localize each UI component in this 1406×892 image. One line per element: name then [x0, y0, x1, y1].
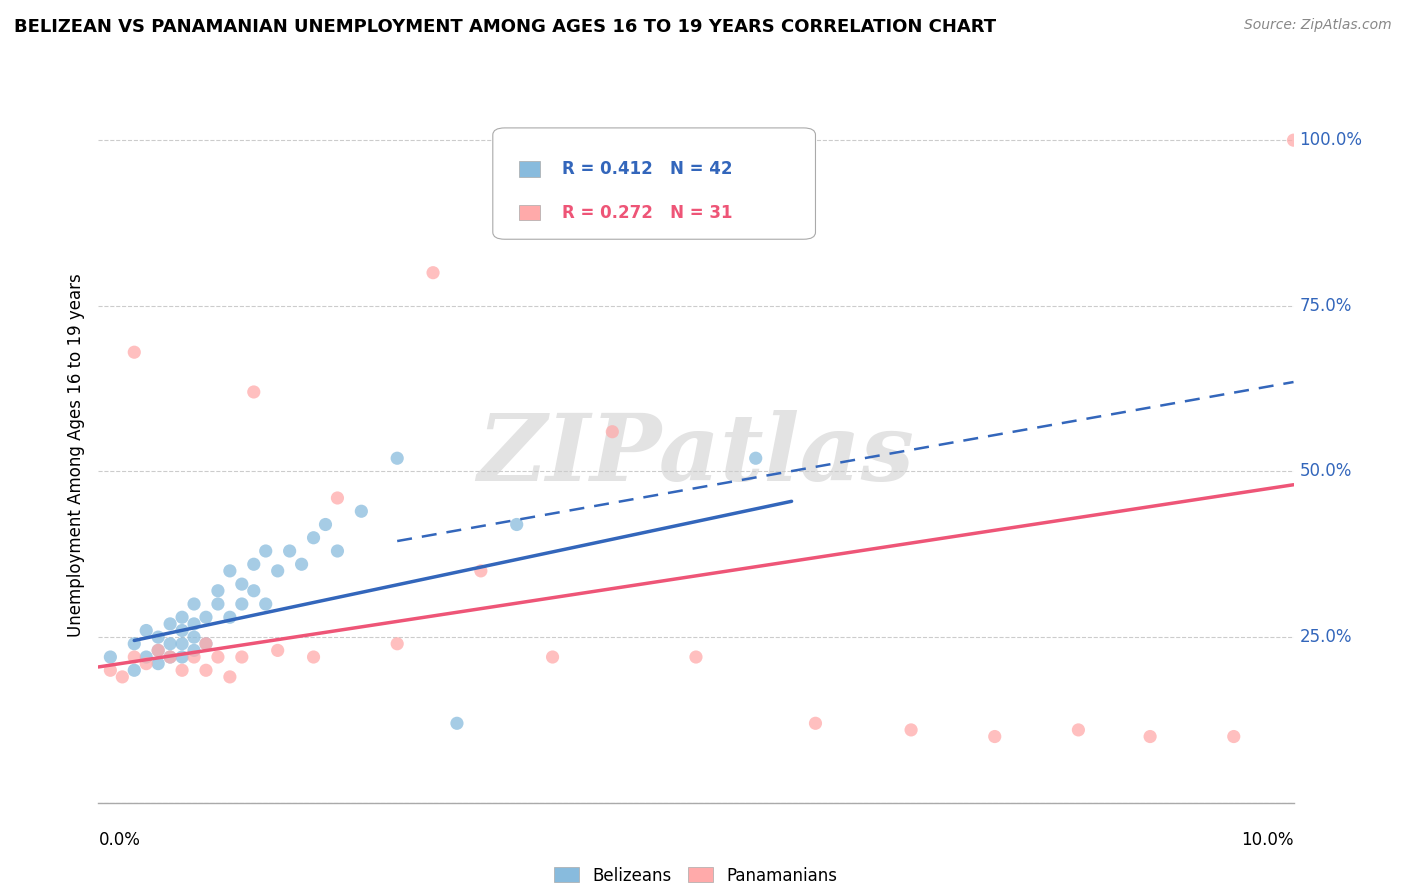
Legend: Belizeans, Panamanians: Belizeans, Panamanians [547, 860, 845, 891]
Point [302, 650, 325, 665]
Point [983, 730, 1005, 744]
FancyBboxPatch shape [494, 128, 815, 239]
Point [148, 630, 170, 644]
Point [1223, 730, 1246, 744]
Point [194, 663, 218, 677]
Point [267, 564, 290, 578]
Point [600, 425, 623, 439]
Point [219, 564, 242, 578]
Text: 100.0%: 100.0% [1299, 131, 1362, 149]
Point [124, 637, 146, 651]
Point [326, 491, 349, 505]
Point [685, 650, 707, 665]
Text: Source: ZipAtlas.com: Source: ZipAtlas.com [1244, 18, 1392, 32]
Point [326, 544, 349, 558]
FancyBboxPatch shape [519, 161, 540, 177]
Point [183, 597, 205, 611]
Point [350, 504, 373, 518]
Point [254, 544, 277, 558]
Point [1139, 730, 1161, 744]
Point [207, 650, 229, 665]
Point [183, 643, 205, 657]
Point [231, 650, 253, 665]
Point [183, 630, 205, 644]
Text: 10.0%: 10.0% [1241, 830, 1294, 848]
Point [172, 663, 194, 677]
Point [422, 266, 444, 280]
Point [111, 670, 134, 684]
Point [172, 624, 194, 638]
Y-axis label: Unemployment Among Ages 16 to 19 years: Unemployment Among Ages 16 to 19 years [66, 273, 84, 637]
Point [172, 637, 194, 651]
Point [804, 716, 827, 731]
Point [124, 345, 146, 359]
Text: BELIZEAN VS PANAMANIAN UNEMPLOYMENT AMONG AGES 16 TO 19 YEARS CORRELATION CHART: BELIZEAN VS PANAMANIAN UNEMPLOYMENT AMON… [14, 18, 997, 36]
Point [194, 637, 218, 651]
Point [243, 558, 266, 572]
Point [219, 610, 242, 624]
Point [1282, 133, 1305, 147]
Point [159, 650, 181, 665]
Point [385, 637, 409, 651]
Point [302, 531, 325, 545]
Point [159, 637, 181, 651]
Point [98, 650, 122, 665]
Point [159, 650, 181, 665]
Point [231, 597, 253, 611]
Point [446, 716, 468, 731]
Point [385, 451, 409, 466]
Text: R = 0.412   N = 42: R = 0.412 N = 42 [562, 160, 733, 178]
Point [148, 643, 170, 657]
Point [470, 564, 492, 578]
Point [254, 597, 277, 611]
Text: ZIPatlas: ZIPatlas [478, 410, 914, 500]
Point [183, 650, 205, 665]
Text: 0.0%: 0.0% [98, 830, 141, 848]
Point [745, 451, 768, 466]
Point [207, 597, 229, 611]
Point [148, 643, 170, 657]
Point [159, 616, 181, 631]
Text: 25.0%: 25.0% [1299, 628, 1353, 646]
Point [135, 624, 157, 638]
Point [231, 577, 253, 591]
Point [172, 650, 194, 665]
Point [135, 650, 157, 665]
Text: 75.0%: 75.0% [1299, 297, 1353, 315]
Point [135, 657, 157, 671]
Point [183, 616, 205, 631]
Point [207, 583, 229, 598]
Point [148, 657, 170, 671]
Text: 50.0%: 50.0% [1299, 462, 1353, 481]
Text: R = 0.272   N = 31: R = 0.272 N = 31 [562, 203, 733, 222]
Point [124, 650, 146, 665]
Point [1067, 723, 1090, 737]
Point [194, 637, 218, 651]
Point [172, 610, 194, 624]
Point [194, 610, 218, 624]
Point [267, 643, 290, 657]
Point [124, 663, 146, 677]
Point [541, 650, 564, 665]
Point [278, 544, 301, 558]
Point [900, 723, 922, 737]
Point [243, 583, 266, 598]
Point [315, 517, 337, 532]
FancyBboxPatch shape [519, 205, 540, 220]
Point [290, 558, 312, 572]
Point [219, 670, 242, 684]
Point [243, 384, 266, 399]
Point [506, 517, 529, 532]
Point [98, 663, 122, 677]
